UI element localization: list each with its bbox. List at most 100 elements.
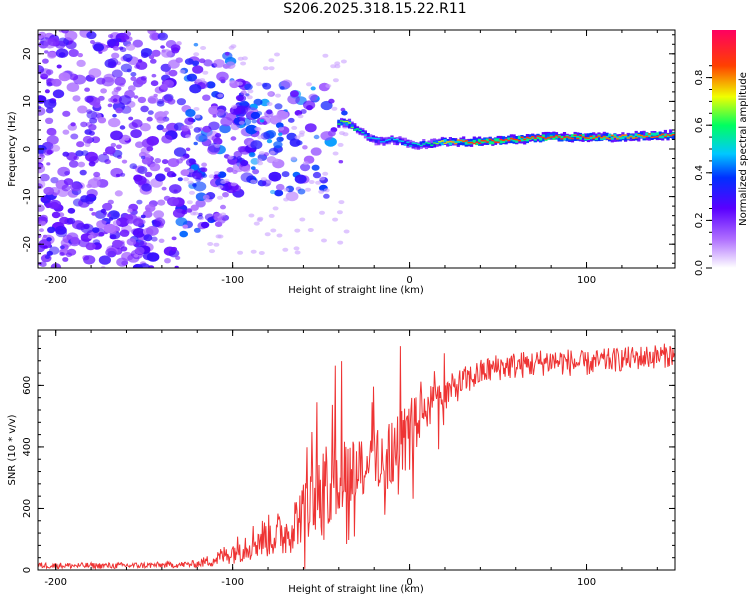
spectrogram-blob bbox=[155, 173, 166, 182]
spectrogram-blob bbox=[46, 78, 52, 83]
spectrogram-blob bbox=[112, 113, 117, 118]
spectrogram-blob bbox=[279, 86, 285, 90]
spectrogram-blob bbox=[147, 95, 159, 104]
spectrogram-blob bbox=[66, 217, 76, 225]
spectrogram-blob bbox=[168, 59, 180, 69]
spectrogram-blob bbox=[151, 236, 158, 242]
spectrogram-ridge-cell bbox=[525, 138, 529, 142]
spectrogram-blob bbox=[332, 217, 339, 222]
spectrogram-blob bbox=[237, 146, 246, 153]
spectrogram-ridge-cell bbox=[371, 136, 375, 142]
spectrogram-ridge-cell bbox=[562, 137, 567, 141]
spectrogram-blob bbox=[86, 109, 93, 114]
spectrogram-blob bbox=[338, 160, 344, 164]
spectrogram-ridge-cell bbox=[525, 136, 529, 139]
spectrogram-blob bbox=[143, 234, 153, 242]
spectrogram-ridge-cell bbox=[411, 143, 415, 147]
tick-label: -10 bbox=[22, 188, 33, 204]
spectrogram-ridge-cell bbox=[517, 139, 521, 142]
tick-label: 0 bbox=[406, 275, 412, 286]
spectrogram-ridge-cell bbox=[496, 141, 500, 143]
spectrogram-blob bbox=[157, 98, 164, 105]
spectrogram-blob bbox=[144, 204, 156, 213]
spectrogram-ridge-cell bbox=[610, 136, 614, 140]
spectrogram-blob bbox=[125, 43, 136, 51]
spectrogram-blob bbox=[45, 117, 54, 125]
spectrogram-ridge-cell bbox=[560, 136, 564, 139]
spectrogram-blob bbox=[203, 59, 213, 67]
spectrogram-blob bbox=[282, 247, 289, 252]
spectrogram-blob bbox=[287, 94, 300, 105]
spectrogram-blob bbox=[189, 84, 202, 94]
spectrogram-blob bbox=[100, 208, 107, 214]
spectrogram-blob bbox=[183, 177, 190, 182]
spectrogram-blob bbox=[268, 66, 275, 71]
spectrogram-ridge-cell bbox=[345, 119, 349, 125]
spectrogram-blob bbox=[77, 53, 84, 58]
spectrogram-blob bbox=[272, 206, 279, 211]
spectrogram-ridge-cell bbox=[547, 133, 551, 139]
spectrogram-blob bbox=[165, 40, 177, 49]
spectrogram-blob bbox=[141, 183, 152, 192]
spectrogram-ridge-cell bbox=[374, 137, 378, 140]
spectrogram-blob bbox=[272, 158, 279, 163]
spectrogram-blob bbox=[294, 174, 307, 184]
spectrogram-ridge-cell bbox=[647, 133, 651, 135]
spectrogram-blob bbox=[311, 164, 320, 171]
spectrogram-ridge-cell bbox=[406, 143, 410, 147]
spectrogram-ridge-cell bbox=[419, 144, 423, 147]
spectrogram-blob bbox=[156, 124, 164, 131]
spectrogram-ridge-cell bbox=[631, 135, 636, 139]
spectrogram-blob bbox=[50, 177, 59, 184]
spectrogram-blob bbox=[128, 116, 134, 121]
spectrogram-blob bbox=[337, 142, 344, 147]
spectrogram-blob bbox=[258, 251, 265, 255]
spectrogram-ridge-cell bbox=[608, 133, 612, 137]
spectrogram-blob bbox=[187, 180, 194, 185]
spectrogram-blob bbox=[130, 72, 137, 77]
spectrogram-ridge-cell bbox=[409, 145, 413, 147]
spectrogram-blob bbox=[259, 119, 265, 123]
spectrogram-blob bbox=[293, 246, 300, 251]
spectrogram-ridge-cell bbox=[589, 135, 593, 137]
tick-label: 100 bbox=[577, 577, 596, 588]
spectrogram-blob bbox=[298, 132, 305, 137]
spectrogram-ridge-cell bbox=[639, 132, 644, 138]
spectrogram-blob bbox=[102, 202, 113, 211]
spectrogram-blob bbox=[168, 249, 180, 258]
spectrogram-ridge-cell bbox=[554, 135, 559, 139]
spectrogram-blob bbox=[114, 76, 126, 86]
spectrogram-blob bbox=[69, 182, 82, 192]
spectrogram-blob bbox=[50, 130, 57, 136]
spectrogram-ridge-cell bbox=[547, 137, 551, 139]
spectrogram-blob bbox=[182, 224, 188, 229]
tick-label: -100 bbox=[221, 577, 244, 588]
spectrogram-blob bbox=[39, 261, 47, 268]
spectrogram-blob bbox=[253, 221, 260, 226]
spectrogram-ridge-cell bbox=[642, 130, 646, 139]
spectrogram-ridge-cell bbox=[605, 137, 609, 139]
spectrogram-ridge-cell bbox=[363, 132, 367, 136]
spectrogram-ridge-cell bbox=[507, 137, 511, 141]
spectrogram-ridge-cell bbox=[512, 138, 516, 140]
spectrogram-blob bbox=[38, 65, 45, 74]
spectrogram-blob bbox=[84, 95, 94, 103]
spectrogram-ridge-cell bbox=[395, 140, 399, 144]
spectrogram-ridge-cell bbox=[475, 141, 479, 143]
spectrogram-ridge-cell bbox=[403, 141, 407, 145]
spectrogram-ridge-cell bbox=[382, 140, 386, 146]
spectrogram-blob bbox=[323, 188, 330, 193]
spectrogram-ridge-cell bbox=[515, 136, 519, 141]
spectrogram-blob bbox=[111, 69, 123, 78]
spectrogram-ridge-cell bbox=[520, 136, 524, 138]
spectrogram-ridge-cell bbox=[645, 135, 649, 138]
spectrogram-blob bbox=[256, 111, 263, 116]
spectrogram-blob bbox=[186, 73, 198, 82]
spectrogram-blob bbox=[59, 245, 65, 250]
spectrogram-ridge-cell bbox=[594, 137, 598, 141]
spectrogram-blob bbox=[201, 162, 208, 167]
spectrogram-blob bbox=[253, 98, 263, 106]
spectrogram-ridge-cell bbox=[671, 134, 675, 136]
spectrogram-blob bbox=[82, 135, 93, 144]
spectrogram-blob bbox=[171, 236, 177, 241]
